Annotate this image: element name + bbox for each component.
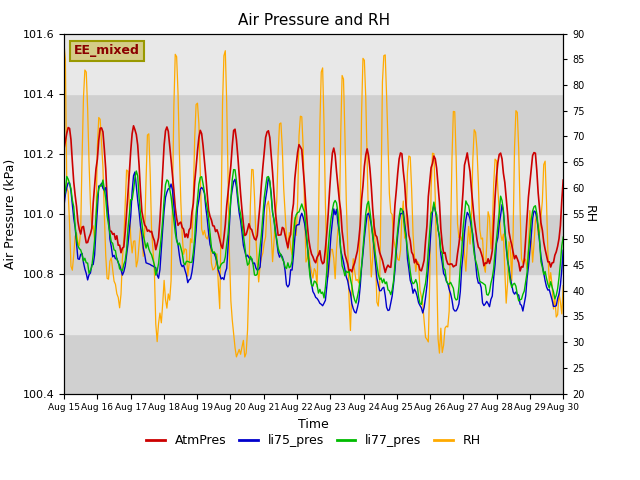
Y-axis label: Air Pressure (kPa): Air Pressure (kPa)	[4, 158, 17, 269]
Bar	[64, 334, 563, 394]
Title: Air Pressure and RH: Air Pressure and RH	[237, 13, 390, 28]
Bar	[64, 274, 563, 334]
Legend: AtmPres, li75_pres, li77_pres, RH: AtmPres, li75_pres, li77_pres, RH	[141, 429, 486, 452]
Bar	[64, 94, 563, 154]
Bar	[64, 34, 563, 94]
X-axis label: Time: Time	[298, 418, 329, 431]
Bar	[64, 154, 563, 214]
Text: EE_mixed: EE_mixed	[74, 44, 140, 58]
Bar	[64, 214, 563, 274]
Y-axis label: RH: RH	[583, 204, 596, 223]
